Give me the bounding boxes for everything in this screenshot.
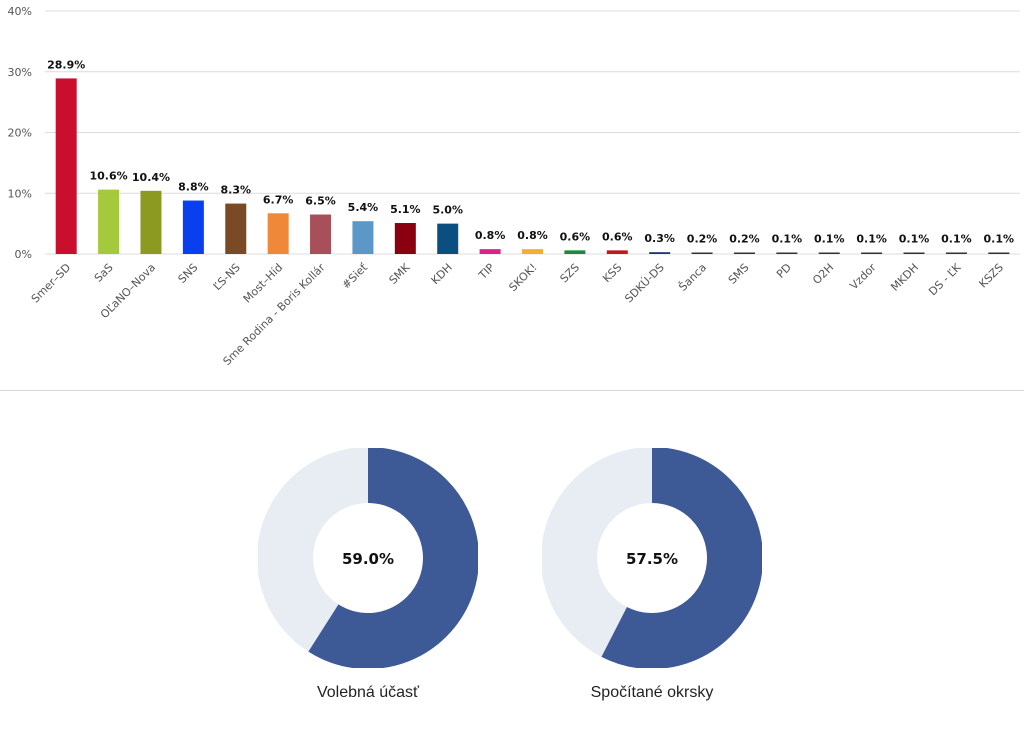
bar-value-label: 0.1% (856, 233, 887, 246)
donut-center-label: 57.5% (626, 550, 678, 568)
x-category-label: Most–Híd (241, 261, 286, 306)
bar-value-label: 0.3% (644, 232, 675, 245)
x-category-label: TIP (476, 261, 498, 283)
bar-value-label: 0.6% (560, 230, 591, 243)
party-results-bar-chart: 0% 10% 20% 30% 40% 28.9% Smer–SD 10.6% SaS 10.4% O… (8, 5, 1020, 368)
donut-value-arc (542, 448, 762, 668)
bar (352, 221, 374, 254)
x-category-label: PD (774, 261, 794, 281)
x-category-label: SaS (92, 261, 116, 285)
bar (606, 250, 628, 254)
x-category-label: Smer–SD (29, 261, 74, 306)
bar-value-label: 6.7% (263, 193, 294, 206)
x-category-label: SKOK! (506, 261, 539, 294)
bar (945, 252, 967, 254)
bar-value-label: 0.6% (602, 230, 633, 243)
x-category-label: KSZS (976, 261, 1006, 291)
x-category-label: SMK (387, 260, 413, 286)
bar (267, 213, 289, 254)
x-category-label: Vzdor (847, 261, 879, 293)
bar-value-label: 28.9% (47, 58, 85, 71)
bar (98, 189, 120, 254)
x-category-label: ĽS-NS (211, 261, 243, 293)
x-category-label: SZS (558, 261, 582, 285)
x-category-label: SDKÚ-DS (622, 261, 666, 305)
bar (649, 252, 671, 254)
x-category-label: SMS (726, 261, 752, 287)
bar (776, 252, 798, 254)
x-category-label: DS - ĽK (926, 260, 964, 298)
x-category-label: KDH (429, 261, 455, 287)
turnout-donut-chart: 59.0% Volebná účasť (258, 448, 478, 708)
bar-value-label: 0.8% (475, 229, 506, 242)
y-tick-label: 20% (8, 127, 32, 140)
bar (733, 252, 755, 254)
x-category-label: O2H (810, 261, 836, 287)
bar (479, 249, 501, 254)
bar (310, 214, 332, 254)
counted-districts-donut-chart: 57.5% Spočítané okrsky (542, 448, 762, 708)
bar-value-label: 8.3% (221, 184, 252, 197)
y-tick-label: 40% (8, 5, 32, 18)
bar-value-label: 10.6% (90, 170, 128, 183)
y-tick-label: 10% (8, 187, 32, 200)
bar-value-label: 5.1% (390, 203, 421, 216)
bar (903, 252, 925, 254)
bar-value-label: 5.0% (432, 204, 463, 217)
bar (564, 250, 586, 254)
section-divider (0, 390, 1024, 391)
bar-value-label: 0.2% (687, 233, 718, 246)
bar-value-label: 6.5% (305, 195, 336, 208)
bar (691, 252, 713, 254)
bar (225, 203, 247, 254)
bar (861, 252, 883, 254)
bar (182, 200, 204, 254)
bar-value-label: 8.8% (178, 181, 209, 194)
y-tick-label: 0% (15, 248, 32, 261)
x-category-label: SNS (176, 261, 201, 286)
bar-value-label: 0.1% (814, 233, 845, 246)
donut-caption: Volebná účasť (316, 684, 420, 701)
bar (818, 252, 840, 254)
bar-value-label: 0.2% (729, 233, 760, 246)
bar-value-label: 5.4% (348, 201, 379, 214)
donut-caption: Spočítané okrsky (590, 684, 714, 701)
bar (55, 78, 77, 255)
donut-center-label: 59.0% (342, 550, 394, 568)
bar-value-label: 0.1% (941, 233, 972, 246)
bar (988, 252, 1010, 254)
x-category-label: MKDH (888, 261, 921, 294)
bar (522, 249, 543, 254)
donut-value-arc (258, 448, 478, 668)
x-category-label: #Sieť (339, 260, 370, 291)
bar-value-label: 0.8% (517, 229, 548, 242)
bar-value-label: 0.1% (772, 233, 803, 246)
bar-value-label: 0.1% (984, 233, 1015, 246)
bar (140, 190, 162, 254)
bar-value-label: 10.4% (132, 171, 170, 184)
bar (394, 223, 416, 254)
x-category-label: KSS (600, 261, 624, 285)
x-category-label: Šanca (676, 261, 709, 294)
y-tick-label: 30% (8, 66, 32, 79)
bar-value-label: 0.1% (899, 233, 930, 246)
bar (437, 223, 459, 254)
